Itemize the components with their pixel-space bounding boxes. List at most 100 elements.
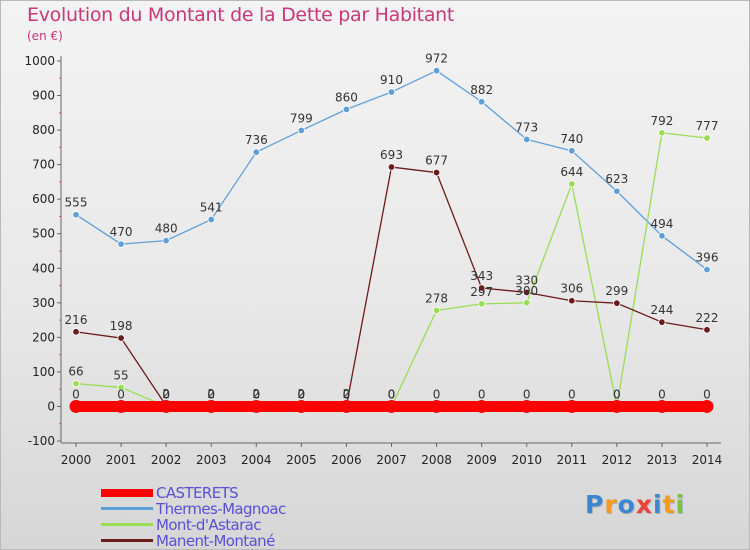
x-tick-label: 2014 (692, 453, 723, 467)
data-label: 882 (470, 83, 493, 97)
data-point (703, 134, 711, 142)
x-tick-label: 2008 (421, 453, 452, 467)
data-point (568, 147, 576, 155)
data-label: 299 (605, 284, 628, 298)
x-tick-label: 2004 (241, 453, 272, 467)
data-label: 792 (650, 114, 673, 128)
data-point (477, 284, 486, 292)
data-point (610, 399, 624, 413)
data-point (385, 399, 398, 413)
data-label: 0 (433, 387, 441, 401)
legend-label: Mont-d'Astarac (156, 516, 262, 534)
data-label: 541 (200, 201, 223, 215)
data-point (207, 215, 215, 224)
data-label: 306 (560, 282, 583, 296)
data-label: 860 (335, 90, 358, 104)
data-label: 55 (113, 368, 128, 382)
data-point (565, 399, 579, 413)
x-tick-label: 2009 (466, 453, 497, 467)
data-point (432, 66, 441, 75)
data-label: 0 (478, 387, 486, 401)
data-label: 0 (252, 387, 260, 401)
data-label: 0 (613, 387, 621, 401)
data-point (117, 240, 125, 248)
data-point (523, 135, 531, 144)
data-label: 198 (110, 319, 133, 333)
y-tick-label: 700 (32, 158, 55, 172)
data-label: 222 (696, 311, 719, 325)
data-label: 555 (65, 196, 88, 210)
proxiti-logo: Proxiti (585, 490, 686, 519)
legend-swatch (101, 539, 153, 542)
data-point (387, 163, 396, 171)
data-point (475, 399, 489, 413)
y-tick-label: 0 (47, 399, 55, 413)
data-label: 0 (658, 387, 666, 401)
data-point (339, 399, 353, 413)
chart-unit-subtitle: (en €) (27, 29, 63, 43)
data-point (613, 299, 621, 307)
y-tick-label: 100 (32, 365, 55, 379)
data-label: 66 (68, 365, 83, 379)
x-tick-label: 2010 (511, 453, 542, 467)
data-label: 2 (252, 387, 260, 401)
x-tick-label: 2003 (196, 453, 227, 467)
data-label: 910 (380, 73, 403, 87)
data-label: 0 (343, 387, 351, 401)
legend-swatch (101, 507, 153, 510)
y-tick-label: -100 (28, 434, 55, 448)
legend-swatch (101, 489, 153, 497)
data-point (477, 98, 486, 106)
data-point (658, 232, 666, 240)
data-point (700, 399, 714, 413)
data-label: 0 (568, 387, 576, 401)
data-point (703, 326, 711, 334)
legend-label: Thermes-Magnoac (156, 500, 286, 518)
data-point (159, 399, 173, 413)
data-label: 693 (380, 148, 403, 162)
data-point (658, 318, 666, 326)
chart-title: Evolution du Montant de la Dette par Hab… (27, 4, 455, 26)
x-tick-label: 2007 (376, 453, 407, 467)
data-point (520, 399, 534, 413)
data-point (117, 334, 125, 342)
data-label: 0 (523, 387, 531, 401)
data-label: 0 (162, 387, 170, 401)
data-point (204, 399, 218, 413)
data-label: 0 (343, 387, 351, 401)
data-label: 216 (65, 313, 88, 327)
data-point (655, 399, 669, 413)
data-point (252, 148, 260, 156)
data-label: 300 (515, 284, 538, 298)
y-tick-label: 300 (32, 296, 55, 310)
data-point (117, 383, 125, 392)
y-tick-label: 500 (32, 227, 55, 241)
data-label: 972 (425, 52, 448, 66)
data-point (477, 300, 486, 308)
legend-swatch (101, 523, 153, 526)
data-label: 0 (252, 387, 260, 401)
data-label: 2 (207, 387, 215, 401)
data-label: 644 (560, 165, 583, 179)
data-label: 2 (162, 387, 170, 401)
x-tick-label: 2000 (61, 453, 92, 467)
data-label: 0 (703, 387, 711, 401)
data-point (430, 399, 444, 413)
data-label: 470 (110, 225, 133, 239)
data-label: 0 (207, 387, 215, 401)
data-label: 677 (425, 154, 448, 168)
data-point (69, 399, 83, 413)
data-label: 777 (696, 119, 719, 133)
data-label: 799 (290, 111, 313, 125)
data-label: 736 (245, 133, 268, 147)
data-point (613, 187, 621, 195)
data-point (297, 126, 306, 135)
data-label: 2 (298, 387, 306, 401)
data-label: 297 (470, 285, 493, 299)
data-point (294, 399, 308, 413)
data-label: 623 (605, 172, 628, 186)
y-tick-label: 600 (32, 192, 55, 206)
data-point (568, 180, 576, 188)
